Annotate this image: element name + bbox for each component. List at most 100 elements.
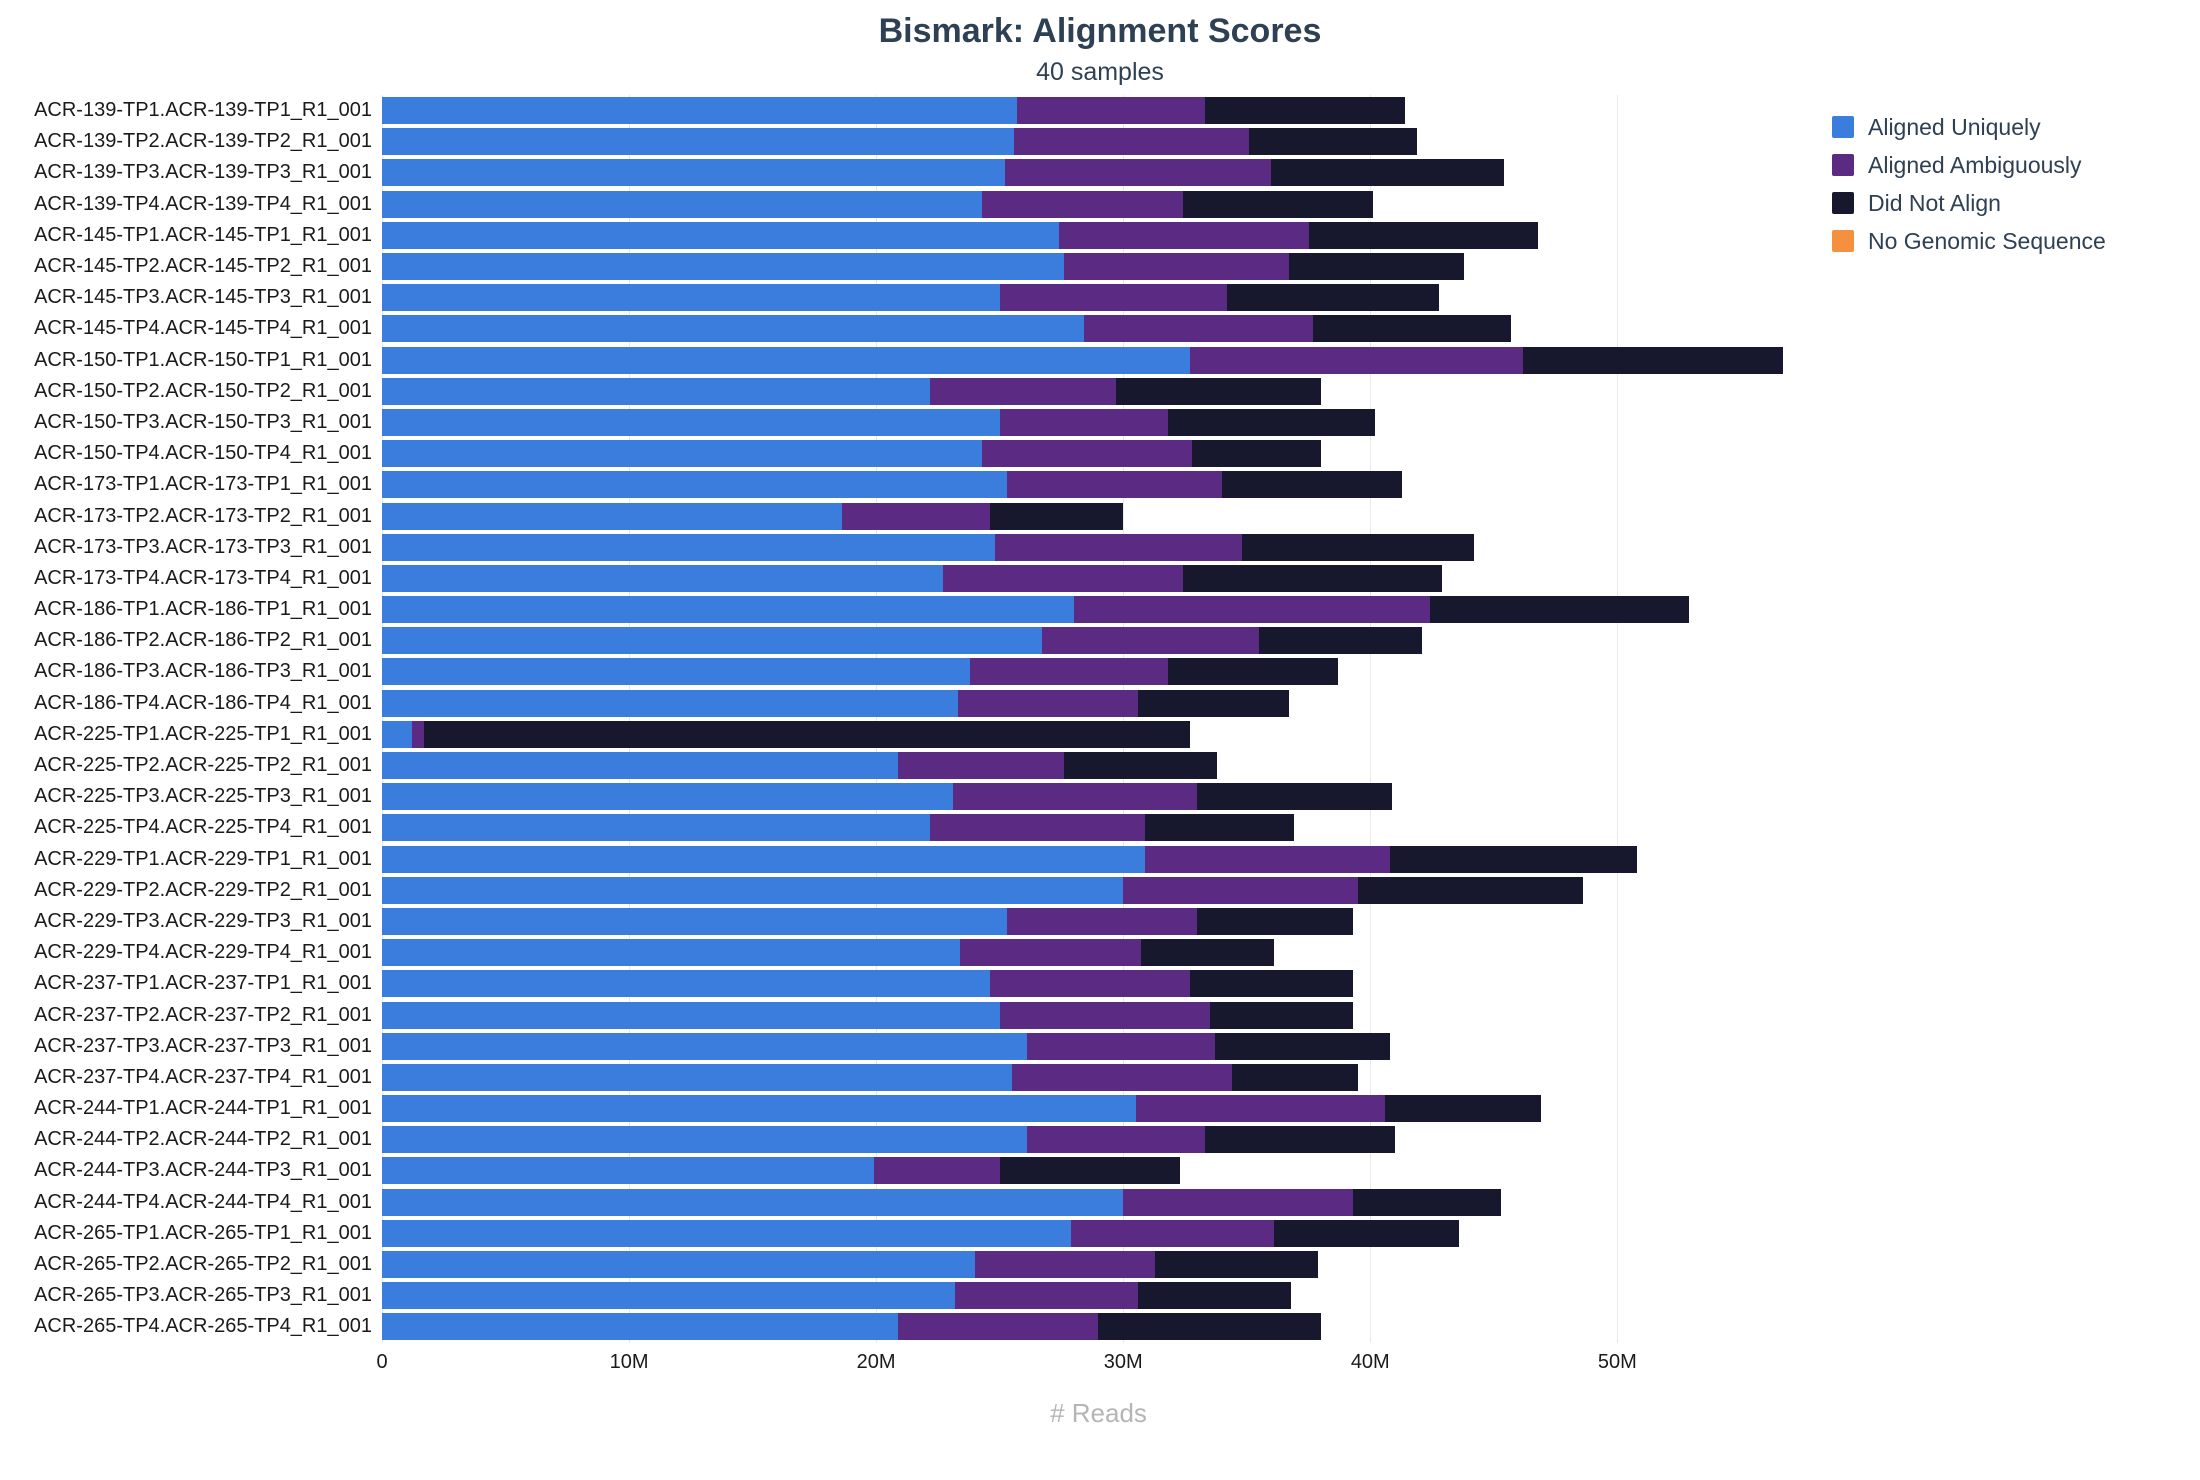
- bar-segment[interactable]: [1155, 1251, 1319, 1279]
- bar-segment[interactable]: [1123, 876, 1358, 904]
- bar-segment[interactable]: [382, 720, 412, 748]
- bar-segment[interactable]: [411, 720, 424, 748]
- bar-segment[interactable]: [382, 128, 1015, 156]
- bar-segment[interactable]: [898, 1313, 1099, 1341]
- bar-segment[interactable]: [873, 1157, 1000, 1185]
- bar-segment[interactable]: [841, 502, 990, 530]
- bar-segment[interactable]: [1259, 627, 1423, 655]
- bar-segment[interactable]: [1140, 939, 1274, 967]
- bar-segment[interactable]: [382, 1282, 956, 1310]
- bar-segment[interactable]: [942, 564, 1183, 592]
- bar-segment[interactable]: [1192, 440, 1321, 468]
- bar-segment[interactable]: [1197, 907, 1353, 935]
- bar-segment[interactable]: [1241, 533, 1475, 561]
- bar-segment[interactable]: [1231, 1063, 1358, 1091]
- bar-segment[interactable]: [382, 1219, 1072, 1247]
- bar-segment[interactable]: [1014, 128, 1250, 156]
- bar-segment[interactable]: [1026, 1126, 1205, 1154]
- bar-segment[interactable]: [989, 970, 1190, 998]
- bar-segment[interactable]: [1016, 97, 1205, 125]
- bar-segment[interactable]: [1083, 315, 1314, 343]
- bar-segment[interactable]: [382, 876, 1124, 904]
- bar-segment[interactable]: [955, 1282, 1139, 1310]
- bar-segment[interactable]: [989, 502, 1124, 530]
- bar-segment[interactable]: [423, 720, 1190, 748]
- bar-segment[interactable]: [382, 253, 1064, 281]
- bar-segment[interactable]: [930, 377, 1116, 405]
- bar-segment[interactable]: [382, 1188, 1124, 1216]
- bar-segment[interactable]: [382, 190, 983, 218]
- bar-segment[interactable]: [1357, 876, 1583, 904]
- bar-segment[interactable]: [930, 814, 1146, 842]
- bar-segment[interactable]: [1073, 596, 1430, 624]
- bar-segment[interactable]: [382, 658, 971, 686]
- bar-segment[interactable]: [1288, 253, 1465, 281]
- bar-segment[interactable]: [382, 284, 1000, 312]
- bar-segment[interactable]: [1189, 346, 1524, 374]
- bar-segment[interactable]: [382, 627, 1042, 655]
- bar-segment[interactable]: [382, 752, 899, 780]
- bar-segment[interactable]: [960, 939, 1141, 967]
- legend-item-no-genomic-sequence[interactable]: No Genomic Sequence: [1832, 222, 2106, 260]
- bar-segment[interactable]: [382, 1063, 1013, 1091]
- bar-segment[interactable]: [382, 346, 1190, 374]
- bar-segment[interactable]: [1182, 564, 1442, 592]
- bar-segment[interactable]: [1012, 1063, 1232, 1091]
- bar-segment[interactable]: [1004, 159, 1272, 187]
- bar-segment[interactable]: [382, 408, 1000, 436]
- bar-segment[interactable]: [1352, 1188, 1502, 1216]
- bar-segment[interactable]: [1273, 1219, 1460, 1247]
- bar-segment[interactable]: [994, 533, 1242, 561]
- bar-segment[interactable]: [1007, 907, 1198, 935]
- bar-segment[interactable]: [1138, 689, 1289, 717]
- bar-segment[interactable]: [1098, 1313, 1321, 1341]
- bar-segment[interactable]: [1123, 1188, 1353, 1216]
- bar-segment[interactable]: [970, 658, 1168, 686]
- bar-segment[interactable]: [999, 284, 1227, 312]
- bar-segment[interactable]: [382, 1251, 975, 1279]
- bar-segment[interactable]: [382, 689, 958, 717]
- bar-segment[interactable]: [1167, 408, 1376, 436]
- bar-segment[interactable]: [1041, 627, 1260, 655]
- bar-segment[interactable]: [982, 440, 1193, 468]
- bar-segment[interactable]: [1385, 1095, 1541, 1123]
- bar-segment[interactable]: [982, 190, 1183, 218]
- bar-segment[interactable]: [974, 1251, 1156, 1279]
- bar-segment[interactable]: [382, 1157, 874, 1185]
- bar-segment[interactable]: [1135, 1095, 1386, 1123]
- bar-segment[interactable]: [1204, 1126, 1395, 1154]
- legend-item-did-not-align[interactable]: Did Not Align: [1832, 184, 2106, 222]
- bar-segment[interactable]: [382, 814, 931, 842]
- bar-segment[interactable]: [1214, 1032, 1391, 1060]
- bar-segment[interactable]: [1271, 159, 1504, 187]
- bar-segment[interactable]: [382, 1313, 899, 1341]
- bar-segment[interactable]: [999, 408, 1168, 436]
- bar-segment[interactable]: [382, 564, 943, 592]
- bar-segment[interactable]: [382, 533, 995, 561]
- bar-segment[interactable]: [952, 783, 1198, 811]
- bar-segment[interactable]: [1209, 1001, 1353, 1029]
- bar-segment[interactable]: [382, 159, 1005, 187]
- bar-segment[interactable]: [1390, 845, 1638, 873]
- bar-segment[interactable]: [1058, 221, 1309, 249]
- bar-segment[interactable]: [382, 502, 842, 530]
- bar-segment[interactable]: [1007, 471, 1223, 499]
- bar-segment[interactable]: [382, 1126, 1027, 1154]
- bar-segment[interactable]: [1071, 1219, 1274, 1247]
- bar-segment[interactable]: [1063, 752, 1218, 780]
- bar-segment[interactable]: [382, 845, 1146, 873]
- bar-segment[interactable]: [382, 315, 1084, 343]
- bar-segment[interactable]: [1308, 221, 1539, 249]
- bar-segment[interactable]: [382, 783, 953, 811]
- bar-segment[interactable]: [1167, 658, 1339, 686]
- legend-item-aligned-ambiguously[interactable]: Aligned Ambiguously: [1832, 146, 2106, 184]
- bar-segment[interactable]: [382, 1001, 1000, 1029]
- bar-segment[interactable]: [1222, 471, 1403, 499]
- bar-segment[interactable]: [1182, 190, 1373, 218]
- bar-segment[interactable]: [382, 970, 990, 998]
- bar-segment[interactable]: [898, 752, 1064, 780]
- legend-item-aligned-uniquely[interactable]: Aligned Uniquely: [1832, 108, 2106, 146]
- bar-segment[interactable]: [1249, 128, 1418, 156]
- bar-segment[interactable]: [382, 377, 931, 405]
- bar-segment[interactable]: [1115, 377, 1321, 405]
